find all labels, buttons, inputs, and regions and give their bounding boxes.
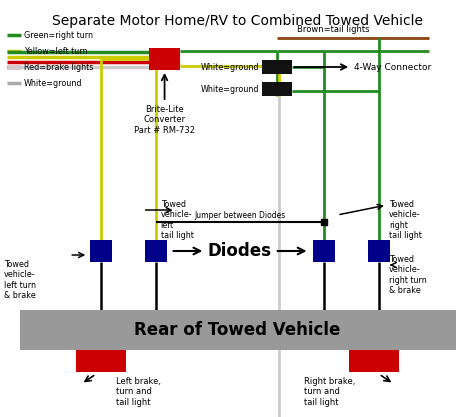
- Bar: [76, 350, 126, 372]
- Bar: [145, 240, 166, 262]
- Text: Separate Motor Home/RV to Combined Towed Vehicle: Separate Motor Home/RV to Combined Towed…: [52, 14, 422, 28]
- Text: White=ground: White=ground: [24, 78, 82, 88]
- Text: Rear of Towed Vehicle: Rear of Towed Vehicle: [134, 321, 340, 339]
- Bar: [262, 82, 292, 96]
- Text: Towed
vehicle-
left turn
& brake: Towed vehicle- left turn & brake: [4, 260, 36, 300]
- Bar: [262, 60, 292, 74]
- Bar: [368, 240, 390, 262]
- Bar: [90, 240, 112, 262]
- Text: Green=right turn: Green=right turn: [24, 30, 92, 40]
- Text: White=ground: White=ground: [201, 85, 259, 93]
- Text: Right brake,
turn and
tail light: Right brake, turn and tail light: [304, 377, 356, 407]
- Text: Yellow=left turn: Yellow=left turn: [24, 47, 87, 55]
- Text: Towed
vehicle-
left
tail light: Towed vehicle- left tail light: [161, 200, 193, 240]
- Text: Brite-Lite
Converter
Part # RM-732: Brite-Lite Converter Part # RM-732: [134, 105, 195, 135]
- Bar: [20, 310, 456, 350]
- Text: White=ground: White=ground: [201, 63, 259, 71]
- Text: Jumper between Diodes: Jumper between Diodes: [194, 211, 286, 220]
- Text: Brown=tail lights: Brown=tail lights: [297, 25, 369, 34]
- Text: Towed
vehicle-
right turn
& brake: Towed vehicle- right turn & brake: [389, 255, 427, 295]
- Bar: [149, 48, 181, 70]
- Bar: [313, 240, 335, 262]
- Text: Red=brake lights: Red=brake lights: [24, 63, 93, 71]
- Bar: [349, 350, 399, 372]
- Text: Diodes: Diodes: [208, 242, 272, 260]
- Text: Towed
vehicle-
right
tail light: Towed vehicle- right tail light: [389, 200, 422, 240]
- Text: Left brake,
turn and
tail light: Left brake, turn and tail light: [116, 377, 161, 407]
- Text: 4-Way Connector: 4-Way Connector: [354, 63, 431, 71]
